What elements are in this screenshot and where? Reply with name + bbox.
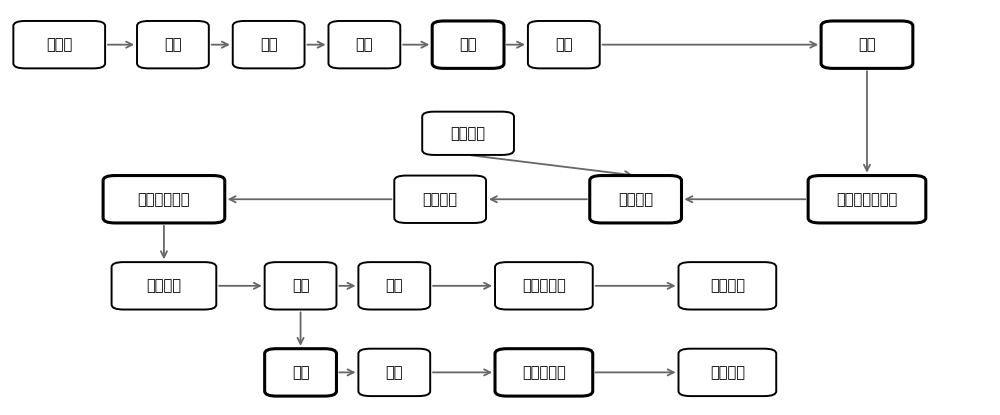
- FancyBboxPatch shape: [821, 21, 913, 68]
- Text: 蒸发浓缩: 蒸发浓缩: [146, 278, 181, 293]
- Text: 球磨: 球磨: [356, 37, 373, 52]
- Text: 锂辉石: 锂辉石: [46, 37, 72, 52]
- FancyBboxPatch shape: [495, 349, 593, 396]
- FancyBboxPatch shape: [265, 349, 336, 396]
- FancyBboxPatch shape: [495, 262, 593, 310]
- Text: 盐湖矿石: 盐湖矿石: [451, 126, 486, 141]
- FancyBboxPatch shape: [808, 176, 926, 223]
- Text: 分级: 分级: [386, 365, 403, 380]
- FancyBboxPatch shape: [112, 262, 216, 310]
- Text: 产品包装: 产品包装: [710, 365, 745, 380]
- FancyBboxPatch shape: [137, 21, 209, 68]
- FancyBboxPatch shape: [328, 21, 400, 68]
- FancyBboxPatch shape: [103, 176, 225, 223]
- FancyBboxPatch shape: [233, 21, 305, 68]
- Text: 干燥: 干燥: [292, 278, 309, 293]
- FancyBboxPatch shape: [679, 262, 776, 310]
- Text: 除尘、除磁: 除尘、除磁: [522, 365, 566, 380]
- Text: 净化除杂: 净化除杂: [618, 192, 653, 207]
- Text: 粉碎: 粉碎: [292, 365, 309, 380]
- Text: 苛化除杂: 苛化除杂: [423, 192, 458, 207]
- Text: 粗料: 粗料: [386, 278, 403, 293]
- Text: 煅烧: 煅烧: [164, 37, 182, 52]
- FancyBboxPatch shape: [13, 21, 105, 68]
- FancyBboxPatch shape: [358, 349, 430, 396]
- Text: 冷却: 冷却: [260, 37, 277, 52]
- FancyBboxPatch shape: [422, 112, 514, 155]
- FancyBboxPatch shape: [394, 176, 486, 223]
- Text: 冷却: 冷却: [555, 37, 573, 52]
- Text: 调浆: 调浆: [858, 37, 876, 52]
- Text: 浸出、过滤洗涤: 浸出、过滤洗涤: [836, 192, 898, 207]
- FancyBboxPatch shape: [528, 21, 600, 68]
- Text: 酸化: 酸化: [459, 37, 477, 52]
- Text: 除尘、除磁: 除尘、除磁: [522, 278, 566, 293]
- Text: 冷冻除硫酸钠: 冷冻除硫酸钠: [138, 192, 190, 207]
- FancyBboxPatch shape: [590, 176, 681, 223]
- FancyBboxPatch shape: [432, 21, 504, 68]
- FancyBboxPatch shape: [265, 262, 336, 310]
- Text: 产品包装: 产品包装: [710, 278, 745, 293]
- FancyBboxPatch shape: [679, 349, 776, 396]
- FancyBboxPatch shape: [358, 262, 430, 310]
